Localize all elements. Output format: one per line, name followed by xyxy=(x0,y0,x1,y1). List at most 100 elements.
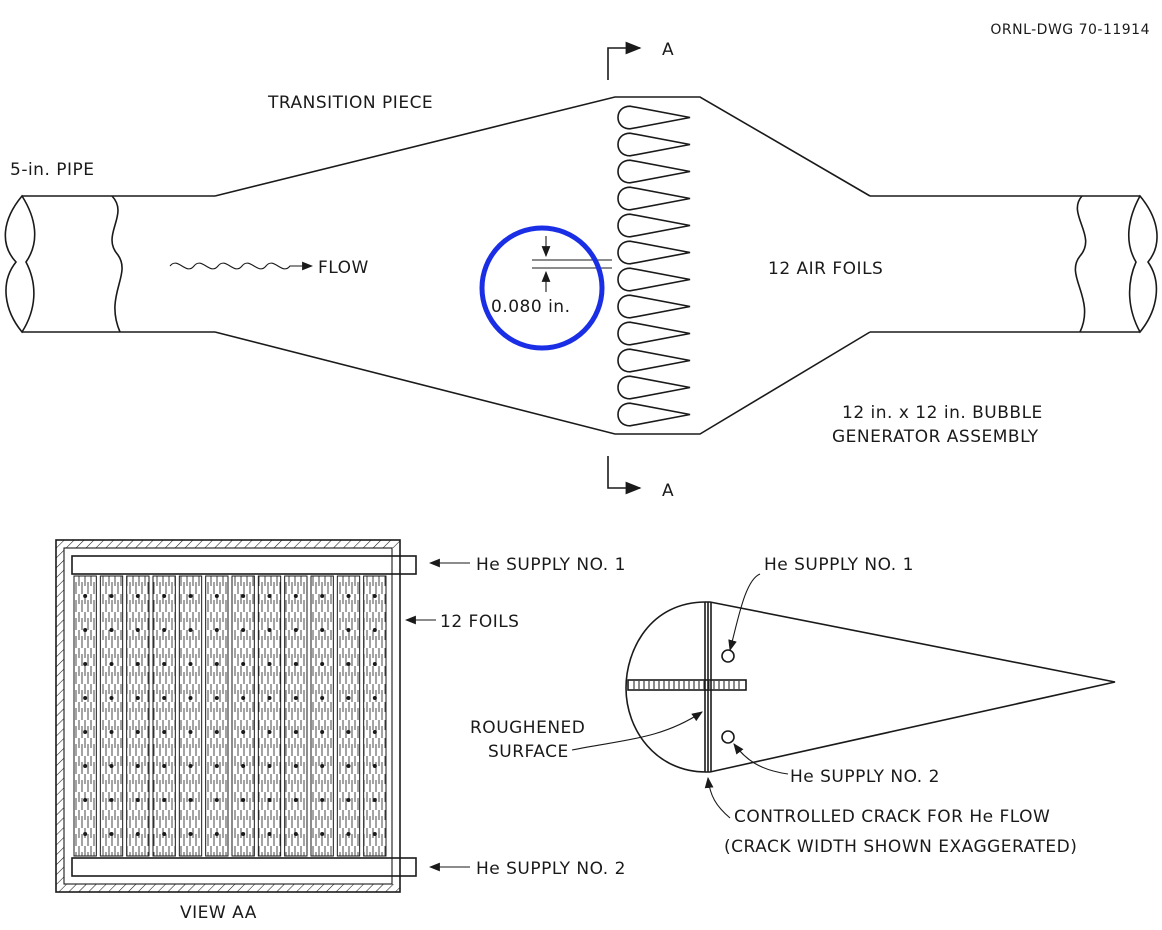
foil-hole xyxy=(214,696,219,700)
foil-hole xyxy=(346,594,351,598)
foil-hole xyxy=(109,730,114,734)
left-pipe-end xyxy=(4,194,36,334)
foil-hole xyxy=(320,798,325,802)
foil-hole xyxy=(293,730,298,734)
view-aa-foil-12 xyxy=(363,575,387,857)
foil-hole xyxy=(162,696,167,700)
foil-hole xyxy=(267,628,272,632)
section-cut-top xyxy=(607,41,642,80)
section-letter-bottom: A xyxy=(662,481,674,501)
airfoil-8 xyxy=(617,294,691,319)
foil-hole xyxy=(372,832,377,836)
foil-hole xyxy=(83,696,88,700)
he-supply-tube-2 xyxy=(71,857,417,877)
foil-hole xyxy=(346,628,351,632)
foil-hole xyxy=(83,662,88,666)
foil-hole xyxy=(346,696,351,700)
view-aa-foil-7 xyxy=(231,575,255,857)
foil-hole xyxy=(241,594,246,598)
foil-hole xyxy=(214,730,219,734)
foil-hole xyxy=(162,594,167,598)
foil-hole xyxy=(241,696,246,700)
foil-hole xyxy=(214,764,219,768)
foil-hole xyxy=(267,798,272,802)
foil-hole xyxy=(188,594,193,598)
foil-hole xyxy=(372,662,377,666)
foil-hole xyxy=(188,696,193,700)
foil-hole xyxy=(372,628,377,632)
foil-hole xyxy=(293,594,298,598)
foil-hole xyxy=(162,832,167,836)
foil-hole xyxy=(267,832,272,836)
crack-label-line2: (CRACK WIDTH SHOWN EXAGGERATED) xyxy=(724,837,1077,857)
crack-label-line1: CONTROLLED CRACK FOR He FLOW xyxy=(734,807,1050,827)
foil-hole xyxy=(162,764,167,768)
transition-label: TRANSITION PIECE xyxy=(267,93,433,113)
view-aa-foil-8 xyxy=(257,575,282,857)
foil-hole xyxy=(241,832,246,836)
section-supply-2-label: He SUPPLY NO. 2 xyxy=(790,767,940,787)
foil-hole xyxy=(83,594,88,598)
foil-hole xyxy=(188,832,193,836)
dimension-highlight-circle xyxy=(479,225,605,351)
view-aa-foil-columns xyxy=(73,575,387,857)
foil-hole xyxy=(188,798,193,802)
foil-hole xyxy=(293,798,298,802)
flow-wave xyxy=(169,261,314,271)
right-pipe-body xyxy=(870,195,1140,333)
view-aa-foil-4 xyxy=(152,575,176,857)
foil-hole xyxy=(320,594,325,598)
he-passage-2 xyxy=(721,730,735,744)
section-supply-2-leader xyxy=(733,743,789,775)
view-aa-foil-6 xyxy=(205,575,229,857)
foil-hole xyxy=(83,628,88,632)
section-letter-top: A xyxy=(662,40,674,60)
section-cut-bottom xyxy=(607,456,642,495)
foil-hole xyxy=(83,798,88,802)
foil-hole xyxy=(372,764,377,768)
foil-hole xyxy=(267,764,272,768)
view-aa-foil-5 xyxy=(178,575,203,857)
left-pipe-break xyxy=(111,195,123,333)
foil-hole xyxy=(214,832,219,836)
foil-hole xyxy=(320,764,325,768)
he-supply-tube-1 xyxy=(71,555,417,575)
top-view: ORNL-DWG 70-11914 A A TRANSITION PIECE 5… xyxy=(4,22,1158,501)
foil-hole xyxy=(214,628,219,632)
airfoil-4 xyxy=(617,186,691,211)
foil-hole xyxy=(214,594,219,598)
foil-hole xyxy=(372,696,377,700)
foil-hole xyxy=(109,832,114,836)
view-aa-hatched-wall-bottom xyxy=(56,884,400,892)
foil-hole xyxy=(372,798,377,802)
view-aa-caption: VIEW AA xyxy=(180,903,257,923)
dimension-label: 0.080 in. xyxy=(491,297,570,317)
screw-threads xyxy=(633,681,740,689)
foil-hole xyxy=(188,730,193,734)
airfoil-6 xyxy=(617,240,691,265)
roughened-label-line2: SURFACE xyxy=(488,742,569,762)
foil-hole xyxy=(346,764,351,768)
foil-hole xyxy=(109,662,114,666)
foil-hole xyxy=(241,662,246,666)
transition-piece xyxy=(214,96,871,435)
foil-hole xyxy=(109,696,114,700)
foil-hole xyxy=(109,798,114,802)
flow-label: FLOW xyxy=(318,258,369,278)
view-aa: He SUPPLY NO. 1 12 FOILS He SUPPLY NO. 2… xyxy=(55,539,625,923)
airfoil-12 xyxy=(617,402,691,427)
foil-hole xyxy=(267,696,272,700)
foil-hole xyxy=(293,662,298,666)
foil-body xyxy=(625,601,1116,773)
foil-hole xyxy=(135,832,140,836)
foil-hole xyxy=(83,832,88,836)
foil-hole xyxy=(109,764,114,768)
view-aa-foils-label: 12 FOILS xyxy=(440,612,519,632)
foil-hole xyxy=(135,594,140,598)
foil-hole xyxy=(372,594,377,598)
foil-hole xyxy=(320,628,325,632)
foil-hole xyxy=(372,730,377,734)
foil-hole xyxy=(241,628,246,632)
foil-hole xyxy=(135,696,140,700)
